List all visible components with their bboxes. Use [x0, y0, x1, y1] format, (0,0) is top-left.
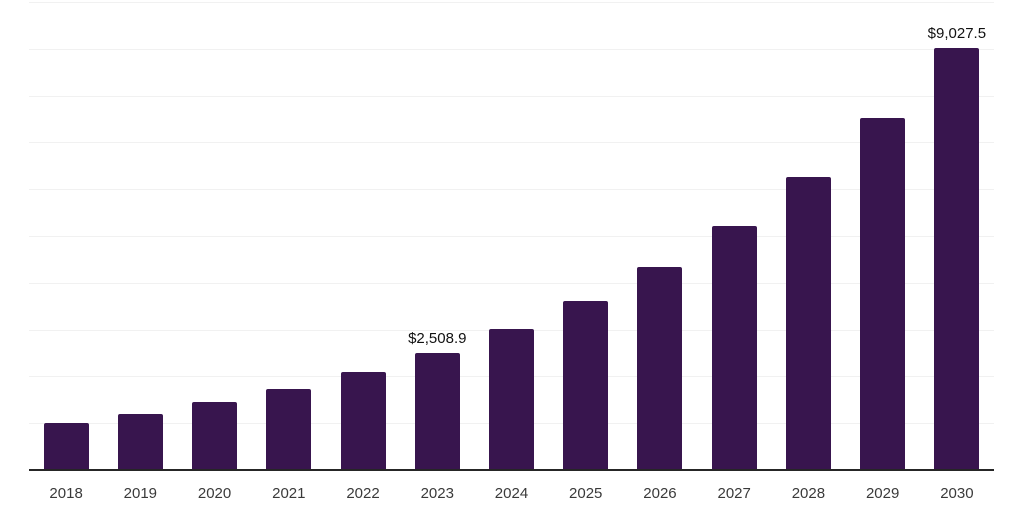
x-tick-label-2022: 2022	[346, 485, 380, 502]
x-tick-label-2030: 2030	[940, 485, 974, 502]
gridline-5000	[29, 236, 994, 237]
bar-2021	[266, 388, 312, 470]
gridline-7000	[29, 142, 994, 144]
bar-2019	[117, 413, 163, 470]
x-tick-label-2018: 2018	[49, 485, 83, 502]
gridline-10000	[29, 2, 994, 3]
bar-2030	[934, 47, 980, 470]
gridline-6000	[29, 189, 994, 191]
x-tick-label-2025: 2025	[569, 485, 603, 502]
x-tick-label-2029: 2029	[865, 485, 900, 502]
x-tick-label-2020: 2020	[197, 485, 232, 502]
bar-2027	[711, 225, 757, 470]
bar-2023	[414, 352, 460, 470]
gridline-9000	[29, 48, 994, 50]
bar-2022	[340, 372, 386, 470]
x-tick-label-2023: 2023	[420, 485, 454, 502]
x-axis-line	[29, 469, 994, 471]
x-tick-label-2019: 2019	[123, 485, 158, 502]
gridline-4000	[29, 282, 994, 284]
x-tick-label-2026: 2026	[643, 485, 677, 502]
bar-2025	[563, 300, 609, 470]
bar-2029	[860, 117, 906, 470]
bar-2020	[192, 402, 238, 470]
bar-2026	[637, 266, 683, 470]
bar-2028	[785, 176, 831, 470]
bar-2024	[489, 329, 534, 470]
gridline-8000	[29, 95, 994, 97]
x-tick-label-2027: 2027	[717, 485, 751, 502]
data-label-2023: $2,508.9	[408, 329, 467, 347]
x-tick-label-2028: 2028	[791, 485, 826, 502]
bar-2018	[43, 422, 89, 470]
x-tick-label-2021: 2021	[272, 485, 306, 502]
data-label-2030: $9,027.5	[927, 24, 987, 42]
x-tick-label-2024: 2024	[494, 485, 529, 502]
